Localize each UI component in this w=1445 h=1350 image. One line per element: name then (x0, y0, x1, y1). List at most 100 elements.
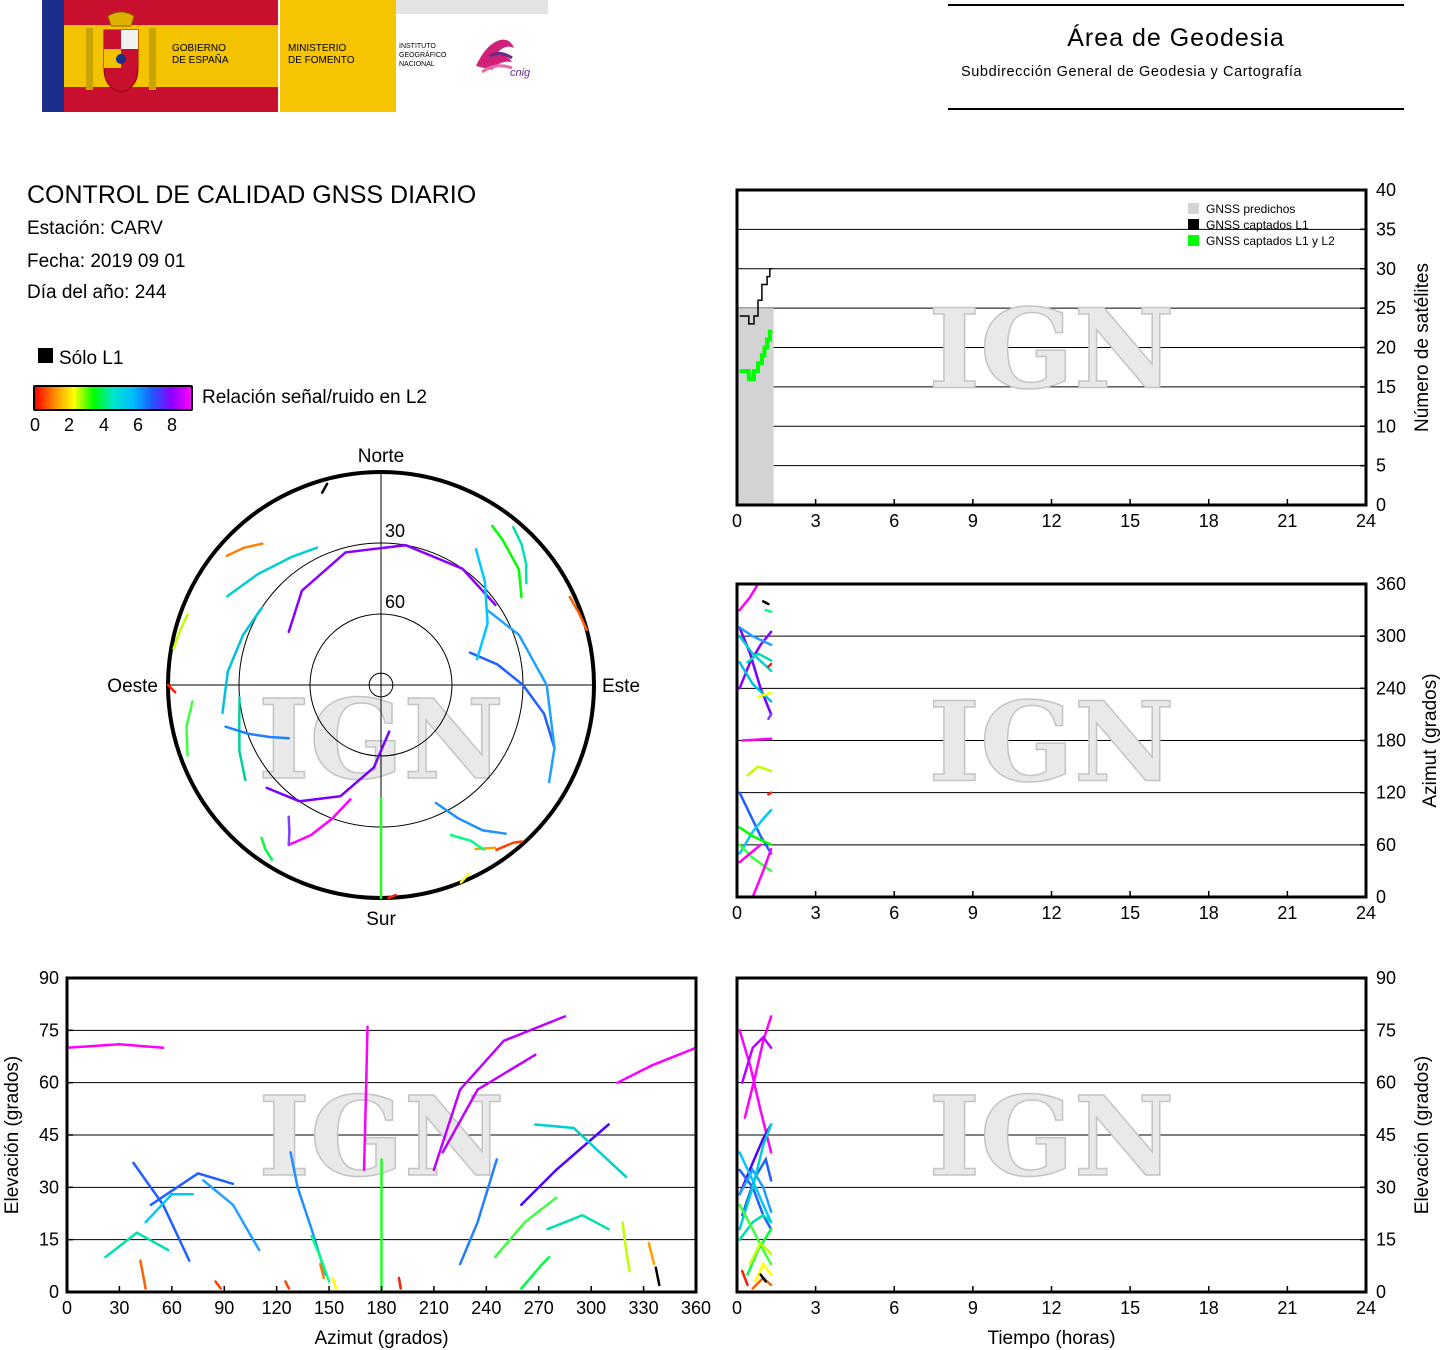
y-tick-label: 45 (39, 1125, 59, 1145)
y-tick-label: 0 (1376, 1282, 1386, 1302)
elevation-ring (309, 613, 453, 757)
satellite-track (616, 1046, 698, 1084)
x-tick-label: 3 (811, 1298, 821, 1318)
satellite-track (738, 1213, 773, 1241)
satellite-track (767, 662, 773, 668)
gobierno-label: GOBIERNO DE ESPAÑA (172, 43, 229, 66)
x-tick-label: 180 (366, 1298, 396, 1318)
y-tick-label: 30 (1376, 1177, 1396, 1197)
satellite-track (738, 808, 773, 855)
satellite-track (331, 1276, 338, 1290)
x-tick-label: 240 (471, 1298, 501, 1318)
x-tick-label: 24 (1356, 903, 1376, 923)
x-tick-label: 15 (1120, 903, 1140, 923)
y-tick-label: 5 (1376, 456, 1386, 476)
x-tick-label: 21 (1277, 1298, 1297, 1318)
x-tick-label: 18 (1199, 511, 1219, 531)
x-tick-label: 21 (1277, 903, 1297, 923)
date-label: Fecha: 2019 09 01 (27, 251, 186, 272)
grey-bar (396, 0, 548, 14)
legend-label: GNSS captados L1 y L2 (1206, 234, 1335, 248)
x-tick-label: 6 (889, 903, 899, 923)
snr-tick-0: 0 (30, 415, 41, 435)
y-tick-label: 0 (1376, 495, 1386, 515)
x-tick-label: 0 (732, 1298, 742, 1318)
y-axis-label: Azimut (grados) (1420, 673, 1441, 807)
satellite-track (493, 1196, 558, 1259)
x-axis-label: Azimut (grados) (314, 1328, 448, 1349)
x-tick-label: 9 (968, 903, 978, 923)
x-tick-label: 150 (314, 1298, 344, 1318)
satellite-track (362, 1025, 369, 1172)
y-axis-label: Elevación (grados) (2, 1056, 23, 1214)
satellite-track (738, 582, 760, 612)
y-tick-label: 0 (49, 1282, 59, 1302)
x-tick-label: 6 (889, 511, 899, 531)
y-tick-label: 300 (1376, 626, 1406, 646)
satellite-track (166, 683, 177, 694)
x-tick-label: 6 (889, 1298, 899, 1318)
satellite-track (185, 700, 194, 757)
satellite-track (512, 526, 528, 585)
y-tick-label: 40 (1376, 180, 1396, 200)
instituto-label: INSTITUTO GEOGRÁFICO NACIONAL (399, 43, 447, 68)
satellite-track (738, 634, 773, 673)
satellite-track (761, 600, 770, 606)
satellite-track (748, 1241, 773, 1266)
watermark: IGN (929, 678, 1175, 807)
y-tick-label: 75 (39, 1020, 59, 1040)
x-tick-label: 90 (214, 1298, 234, 1318)
x-tick-label: 9 (968, 511, 978, 531)
ring-label-30: 30 (385, 521, 405, 541)
y-tick-label: 90 (1376, 968, 1396, 988)
header: GOBIERNO DE ESPAÑA MINISTERIO DE FOMENTO… (0, 0, 1445, 130)
satellite-track (320, 482, 329, 494)
satellite-track (754, 1261, 773, 1283)
only-l1-label: Sólo L1 (59, 348, 124, 369)
satellite-track (647, 1241, 656, 1266)
x-tick-label: 24 (1356, 1298, 1376, 1318)
x-tick-label: 300 (576, 1298, 606, 1318)
x-tick-label: 21 (1277, 511, 1297, 531)
satellite-track (434, 801, 507, 835)
satellite-track (149, 1172, 235, 1207)
satellite-track (65, 1043, 165, 1050)
y-tick-label: 35 (1376, 219, 1396, 239)
satellite-track (546, 1213, 610, 1231)
satellite-track (458, 1158, 499, 1266)
station-label: Estación: CARV (27, 218, 163, 239)
y-tick-label: 15 (1376, 377, 1396, 397)
satellite-track (568, 595, 588, 632)
satellite-track (214, 1280, 223, 1290)
coat-of-arms-icon (86, 11, 156, 93)
area-subtitle: Subdirección General de Geodesia y Carto… (961, 64, 1303, 80)
satellite-track (738, 1168, 773, 1231)
series-l1-line (739, 268, 773, 325)
satellite-track (767, 791, 773, 796)
legend-label: GNSS captados L1 (1206, 218, 1309, 232)
satellite-track (738, 626, 773, 647)
satellite-track (491, 524, 523, 599)
satellite-track (740, 1269, 749, 1287)
header-rule-top (948, 4, 1404, 6)
ministerio-label: MINISTERIO DE FOMENTO (288, 43, 355, 66)
legend-swatch (1188, 235, 1199, 246)
y-tick-label: 60 (1376, 1073, 1396, 1093)
y-axis-label: Número de satélites (1412, 263, 1433, 432)
satellite-track (743, 1015, 773, 1119)
x-tick-label: 0 (62, 1298, 72, 1318)
satellite-track (738, 630, 773, 690)
eu-stars-strip (42, 0, 64, 112)
y-tick-label: 180 (1376, 731, 1406, 751)
x-tick-label: 12 (1041, 511, 1061, 531)
satellite-track (226, 546, 319, 598)
legend-label: GNSS predichos (1206, 202, 1295, 216)
snr-tick-6: 6 (133, 415, 144, 435)
header-rule-bottom (948, 108, 1404, 110)
legend-swatch (1188, 219, 1199, 230)
y-tick-label: 25 (1376, 298, 1396, 318)
satellite-track (738, 826, 773, 847)
